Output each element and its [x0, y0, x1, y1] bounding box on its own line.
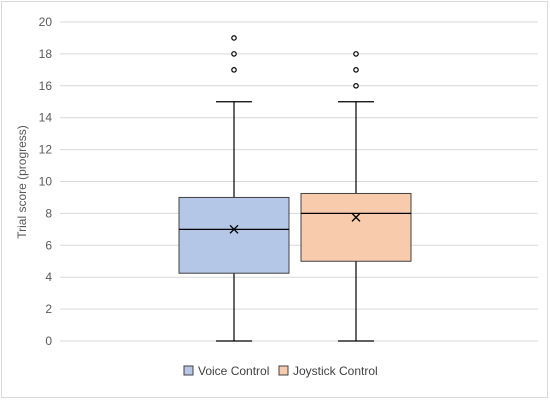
iqr-box [300, 192, 412, 262]
outlier-point [353, 67, 359, 73]
boxes [178, 35, 412, 342]
legend-swatch [278, 365, 289, 376]
box-joystick-control [300, 51, 412, 342]
y-tick-label: 8 [45, 206, 52, 220]
gridlines [60, 21, 538, 342]
outlier-point [231, 51, 237, 57]
outlier-point [353, 51, 359, 57]
mean-marker [229, 224, 239, 234]
outlier-point [231, 35, 237, 41]
y-tick-label: 20 [39, 15, 53, 29]
legend-label: Voice Control [198, 364, 269, 378]
y-tick-label: 0 [45, 334, 52, 348]
outlier-point [231, 67, 237, 73]
y-tick-label: 16 [39, 79, 53, 93]
y-tick-label: 12 [39, 143, 53, 157]
iqr-box [178, 196, 290, 274]
y-tick-label: 14 [39, 111, 53, 125]
mean-marker [351, 212, 361, 222]
outlier-point [353, 83, 359, 89]
legend: Voice Control Joystick Control [183, 364, 378, 378]
box-voice-control [178, 35, 290, 342]
legend-label: Joystick Control [293, 364, 378, 378]
y-tick-label: 4 [45, 270, 52, 284]
y-tick-label: 6 [45, 238, 52, 252]
y-tick-label: 10 [39, 175, 53, 189]
y-axis-label: Trial score (progress) [15, 125, 29, 239]
legend-swatch [183, 365, 194, 376]
y-tick-label: 18 [39, 47, 53, 61]
y-axis-ticks: 0 2 4 6 8 10 12 14 16 18 20 [39, 15, 53, 348]
y-tick-label: 2 [45, 302, 52, 316]
